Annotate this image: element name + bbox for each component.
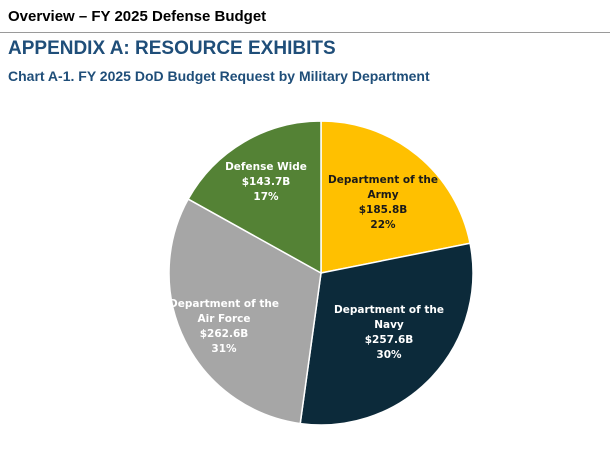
chart-title: Chart A-1. FY 2025 DoD Budget Request by… bbox=[8, 68, 430, 84]
pie-labels: Department of the Army $185.8B 22% Departmen… bbox=[169, 161, 444, 361]
slice-label-army: Department of the Army $185.8B 22% bbox=[328, 174, 438, 231]
slice-label-air-force: Department of the Air Force $262.6B 31% bbox=[169, 298, 279, 355]
slice-label-defense-wide: Defense Wide $143.7B 17% bbox=[225, 161, 307, 203]
pie-slice-navy bbox=[299, 242, 474, 426]
appendix-title: APPENDIX A: RESOURCE EXHIBITS bbox=[8, 38, 336, 59]
pie-slices bbox=[168, 120, 474, 426]
header-divider bbox=[0, 32, 610, 33]
pie-slice-army bbox=[320, 120, 471, 274]
pie-slice-defense-wide bbox=[187, 120, 322, 275]
slice-label-navy: Department of the Navy $257.6B 30% bbox=[334, 304, 444, 361]
page-header: Overview – FY 2025 Defense Budget bbox=[8, 8, 267, 25]
pie-slice-air-force bbox=[168, 198, 322, 425]
